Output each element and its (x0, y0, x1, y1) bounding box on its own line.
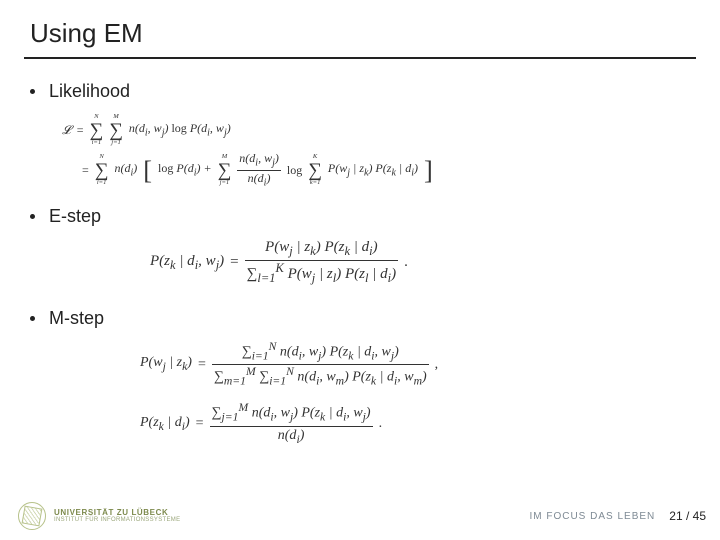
bullet-mstep: M-step (30, 308, 696, 329)
page-total: 45 (693, 509, 706, 523)
bracket-right-icon: ] (424, 156, 433, 185)
likelihood-lhs: 𝓛 (62, 124, 71, 137)
estep-eq: P(zk | di, wj) = P(wj | zk) P(zk | di) ∑… (150, 239, 696, 286)
sum-icon: N∑i=1 (95, 154, 109, 186)
mstep-eq2: P(zk | di) = ∑j=1M n(di, wj) P(zk | di, … (140, 402, 696, 446)
trailing-comma: , (435, 357, 439, 372)
bracket-left-icon: [ (143, 156, 152, 185)
mstep-eq1-lhs: P(wj | zk) (140, 355, 192, 374)
term: P(wj | zk) P(zk | di) (328, 162, 418, 178)
bullet-dot-icon (30, 89, 35, 94)
title-underline (24, 57, 696, 59)
university-name: UNIVERSITÄT ZU LÜBECK (54, 509, 180, 517)
rel-eq: = (230, 254, 238, 271)
sum-icon: M∑j=1 (109, 114, 123, 146)
university-name-block: UNIVERSITÄT ZU LÜBECK INSTITUT FÜR INFOR… (54, 509, 180, 524)
term: n(di) (114, 162, 137, 178)
page-sep: / (683, 509, 693, 523)
rel-eq: = (82, 164, 89, 177)
slide-footer: UNIVERSITÄT ZU LÜBECK INSTITUT FÜR INFOR… (18, 502, 706, 530)
fraction: ∑i=1N n(di, wj) P(zk | di, wj) ∑m=1M ∑i=… (212, 341, 429, 389)
bullet-estep-label: E-step (49, 206, 101, 227)
fraction: ∑j=1M n(di, wj) P(zk | di, wj) n(di) (210, 402, 373, 446)
term: n(di, wj) log P(di, wj) (129, 122, 231, 138)
likelihood-eq-line1: 𝓛 = N∑i=1 M∑j=1 n(di, wj) log P(di, wj) (62, 114, 696, 146)
university-logo-icon (18, 502, 46, 530)
likelihood-eq-line2: = N∑i=1 n(di) [ log P(di) + M∑j=1 n(di, … (82, 152, 696, 188)
sum-icon: M∑j=1 (218, 154, 232, 186)
bullet-estep: E-step (30, 206, 696, 227)
likelihood-formula-block: 𝓛 = N∑i=1 M∑j=1 n(di, wj) log P(di, wj) … (62, 114, 696, 188)
term: log P(di) + (158, 162, 212, 178)
mstep-formula-block: P(wj | zk) = ∑i=1N n(di, wj) P(zk | di, … (140, 341, 696, 446)
page-number: 21 / 45 (669, 509, 706, 523)
institute-name: INSTITUT FÜR INFORMATIONSSYSTEME (54, 517, 180, 523)
bullet-likelihood: Likelihood (30, 81, 696, 102)
fraction: P(wj | zk) P(zk | di) ∑l=1K P(wj | zl) P… (245, 239, 398, 286)
slide-content: Likelihood 𝓛 = N∑i=1 M∑j=1 n(di, wj) log… (30, 81, 696, 446)
mstep-eq1: P(wj | zk) = ∑i=1N n(di, wj) P(zk | di, … (140, 341, 696, 389)
footer-right: IM FOCUS DAS LEBEN 21 / 45 (529, 509, 706, 523)
page-current: 21 (669, 509, 682, 523)
estep-formula-block: P(zk | di, wj) = P(wj | zk) P(zk | di) ∑… (150, 239, 696, 286)
trailing-period: . (404, 254, 408, 271)
trailing-period: . (379, 416, 383, 431)
sum-icon: K∑k=1 (308, 154, 322, 186)
motto-text: IM FOCUS DAS LEBEN (529, 511, 655, 522)
slide: Using EM Likelihood 𝓛 = N∑i=1 M∑j=1 n(di… (0, 0, 720, 540)
bullet-dot-icon (30, 214, 35, 219)
mstep-eq2-lhs: P(zk | di) (140, 415, 190, 434)
estep-lhs: P(zk | di, wj) (150, 253, 224, 273)
bullet-mstep-label: M-step (49, 308, 104, 329)
rel-eq: = (198, 357, 206, 372)
bullet-likelihood-label: Likelihood (49, 81, 130, 102)
slide-title: Using EM (30, 18, 696, 49)
term: log (287, 164, 302, 177)
rel-eq: = (77, 124, 84, 137)
rel-eq: = (196, 416, 204, 431)
sum-icon: N∑i=1 (90, 114, 104, 146)
fraction: n(di, wj)n(di) (237, 152, 281, 188)
footer-left: UNIVERSITÄT ZU LÜBECK INSTITUT FÜR INFOR… (18, 502, 180, 530)
bullet-dot-icon (30, 316, 35, 321)
